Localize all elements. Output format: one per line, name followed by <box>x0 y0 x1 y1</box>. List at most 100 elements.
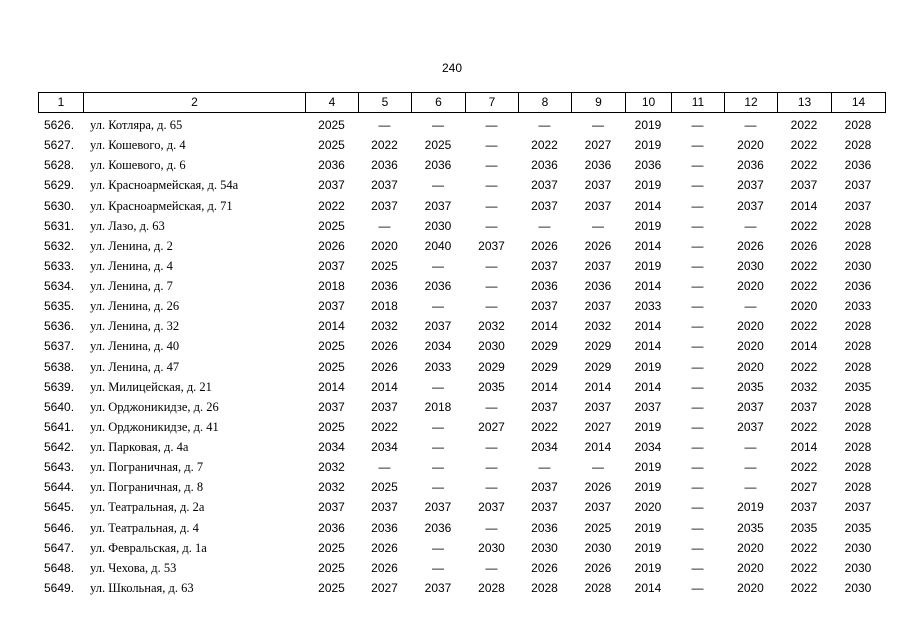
year-cell: 2025 <box>318 540 345 555</box>
year-cell: 2037 <box>531 198 558 213</box>
year-cell: — <box>744 480 757 495</box>
year-cell: — <box>538 460 551 475</box>
year-cell: 2030 <box>844 540 872 555</box>
year-cell: 2028 <box>844 218 872 233</box>
year-cell: 2025 <box>371 258 398 273</box>
row-number: 5648. <box>44 560 75 575</box>
year-cell: 2037 <box>531 480 558 495</box>
year-cell: 2014 <box>790 198 818 213</box>
year-cell: — <box>691 319 704 334</box>
year-cell: 2025 <box>318 419 345 434</box>
row-number: 5631. <box>44 218 75 233</box>
year-cell: 2029 <box>531 359 558 374</box>
year-cell: 2030 <box>844 560 872 575</box>
address: ул. Кошевого, д. 6 <box>90 158 186 173</box>
year-cell: 2028 <box>478 580 505 595</box>
year-cell: — <box>691 580 704 595</box>
year-cell: 2020 <box>737 359 764 374</box>
year-cell: 2019 <box>634 419 662 434</box>
year-cell: 2020 <box>737 339 764 354</box>
year-cell: — <box>691 299 704 314</box>
year-cell: 2019 <box>634 359 662 374</box>
year-cell: 2014 <box>634 339 662 354</box>
year-cell: — <box>485 480 498 495</box>
year-cell: 2035 <box>737 379 764 394</box>
year-cell: — <box>691 500 704 515</box>
year-cell: 2037 <box>737 178 764 193</box>
year-cell: 2037 <box>844 500 872 515</box>
year-cell: 2022 <box>790 460 818 475</box>
year-cell: 2035 <box>844 379 872 394</box>
year-cell: — <box>485 118 498 132</box>
year-cell: 2026 <box>371 560 398 575</box>
year-cell: 2037 <box>318 258 345 273</box>
year-cell: 2019 <box>634 138 662 153</box>
year-cell: — <box>592 460 604 475</box>
year-cell: — <box>378 460 391 475</box>
address: ул. Пограничная, д. 7 <box>90 460 204 475</box>
year-cell: 2037 <box>318 399 345 414</box>
address: ул. Ленина, д. 32 <box>90 319 180 334</box>
year-cell: 2037 <box>844 198 872 213</box>
header-cell: 4 <box>305 92 359 113</box>
year-cell: 2036 <box>424 279 452 294</box>
header-cell: 7 <box>465 92 519 113</box>
year-cell: — <box>432 118 444 132</box>
year-cell: 2020 <box>737 279 764 294</box>
year-cell: 2025 <box>424 138 452 153</box>
year-cell: 2035 <box>478 379 505 394</box>
row-number: 5635. <box>44 299 75 314</box>
year-cell: 2027 <box>371 580 398 595</box>
year-cell: 2027 <box>478 419 505 434</box>
year-cell: 2014 <box>318 319 345 334</box>
year-cell: 2025 <box>318 118 345 132</box>
year-cell: 2037 <box>584 399 612 414</box>
year-cell: — <box>691 258 704 273</box>
address: ул. Орджоникидзе, д. 26 <box>90 399 219 414</box>
year-cell: — <box>691 480 704 495</box>
row-number: 5629. <box>44 178 75 193</box>
year-cell: — <box>691 359 704 374</box>
row-number: 5626. <box>44 118 75 132</box>
year-cell: — <box>691 238 704 253</box>
year-cell: 2037 <box>318 178 345 193</box>
header-cell: 10 <box>625 92 672 113</box>
header-cell: 13 <box>777 92 832 113</box>
row-number: 5647. <box>44 540 75 555</box>
row-number: 5642. <box>44 440 75 455</box>
year-cell: 2022 <box>790 319 818 334</box>
year-cell: 2028 <box>584 580 612 595</box>
year-cell: 2036 <box>634 158 662 173</box>
year-cell: — <box>744 118 757 132</box>
year-cell: — <box>744 299 757 314</box>
year-cell: — <box>691 440 704 455</box>
year-cell: 2036 <box>318 158 345 173</box>
year-cell: 2033 <box>634 299 662 314</box>
year-cell: — <box>485 520 498 535</box>
year-cell: — <box>432 460 444 475</box>
header-cell: 5 <box>358 92 412 113</box>
year-cell: 2022 <box>790 279 818 294</box>
year-cell: 2019 <box>634 560 662 575</box>
year-cell: 2020 <box>737 580 764 595</box>
year-cell: 2019 <box>634 480 662 495</box>
year-cell: 2028 <box>844 339 872 354</box>
year-cell: 2028 <box>844 319 872 334</box>
year-cell: 2022 <box>790 540 818 555</box>
address: ул. Ленина, д. 2 <box>90 238 173 253</box>
year-cell: 2030 <box>844 580 872 595</box>
year-cell: 2014 <box>318 379 345 394</box>
year-cell: — <box>744 460 757 475</box>
year-cell: 2037 <box>478 500 505 515</box>
year-cell: 2025 <box>318 218 345 233</box>
year-cell: 2014 <box>634 379 662 394</box>
year-cell: 2036 <box>844 279 872 294</box>
year-cell: 2028 <box>844 238 872 253</box>
year-cell: 2020 <box>737 138 764 153</box>
year-cell: 2020 <box>790 299 818 314</box>
year-cell: — <box>485 560 498 575</box>
year-cell: 2014 <box>634 319 662 334</box>
year-cell: 2022 <box>790 419 818 434</box>
year-cell: 2030 <box>737 258 764 273</box>
year-cell: 2036 <box>371 520 398 535</box>
